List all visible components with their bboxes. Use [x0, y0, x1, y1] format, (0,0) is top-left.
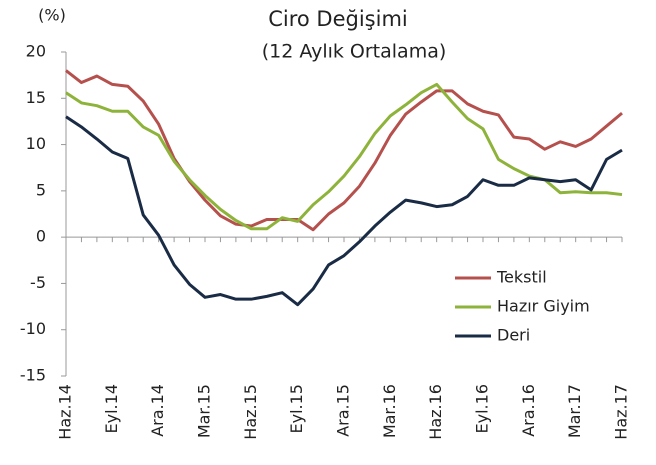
legend-label: Tekstil [496, 268, 547, 287]
x-tick-label: Haz.15 [241, 384, 260, 440]
chart-title: Ciro Değişimi [268, 7, 408, 31]
x-tick-label: Mar.16 [380, 384, 399, 438]
y-tick-label: 15 [26, 88, 46, 107]
x-tick-label: Haz.14 [56, 384, 75, 440]
y-axis-label: (%) [38, 6, 66, 25]
x-tick-label: Eyl.14 [102, 384, 121, 433]
line-series [65, 69, 623, 232]
x-tick-label: Eyl.16 [473, 384, 492, 433]
x-tick-label: Haz.17 [612, 384, 631, 440]
chart-subtitle: (12 Aylık Ortalama) [262, 41, 447, 63]
legend-label: Hazır Giyim [497, 297, 590, 316]
y-tick-label: 0 [36, 227, 46, 246]
x-tick-label: Haz.16 [426, 384, 445, 440]
y-tick-label: -5 [30, 273, 46, 292]
line-series [65, 82, 623, 231]
y-tick-label: -15 [20, 366, 46, 385]
y-tick-label: 10 [26, 134, 46, 153]
x-tick-label: Ara.15 [334, 384, 353, 437]
y-tick-label: -10 [20, 319, 46, 338]
x-tick-label: Mar.17 [565, 384, 584, 438]
x-tick-label: Ara.14 [148, 384, 167, 437]
x-tick-label: Mar.15 [195, 384, 214, 438]
legend-label: Deri [497, 326, 530, 345]
y-tick-label: 20 [26, 42, 46, 61]
x-tick-label: Eyl.15 [287, 384, 306, 433]
line-series [65, 115, 623, 307]
y-tick-label: 5 [36, 180, 46, 199]
x-tick-label: Ara.16 [519, 384, 538, 437]
